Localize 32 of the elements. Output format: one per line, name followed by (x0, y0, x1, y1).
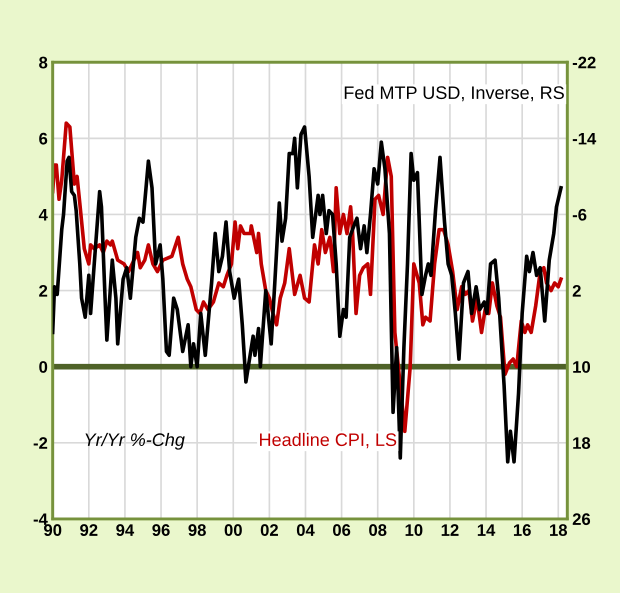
y2-tick-label: 10 (573, 361, 590, 373)
y-tick-label: 4 (38, 209, 48, 221)
y2-tick-label: 2 (572, 284, 581, 297)
x-tick-label: 10 (406, 524, 422, 536)
y-tick-label: 2 (39, 284, 48, 297)
y-tick-label: -4 (34, 513, 48, 525)
x-tick-label: 16 (514, 524, 531, 536)
x-tick-label: 06 (332, 524, 350, 536)
x-tick-label: 90 (44, 524, 62, 536)
y-tick-label: 0 (39, 361, 48, 373)
x-tick-label: 02 (260, 524, 278, 536)
y2-tick-label: -22 (572, 56, 596, 68)
y2-tick-label: 18 (573, 437, 590, 449)
y-tick-label: 6 (39, 132, 48, 145)
x-tick-label: 00 (224, 524, 242, 536)
y-tick-label: 8 (39, 56, 48, 68)
y2-tick-label: -14 (572, 132, 596, 144)
annotation: Yr/Yr %-Chg (85, 432, 185, 450)
x-tick-label: 14 (478, 524, 496, 536)
y2-tick-label: 26 (572, 513, 590, 526)
x-tick-label: 18 (550, 524, 568, 536)
x-tick-label: 96 (152, 524, 170, 536)
text: Fed MTP USD, Inverse, RS (344, 86, 564, 102)
x-tick-label: 08 (369, 524, 386, 536)
x-tick-label: 12 (442, 524, 459, 536)
y2-tick-label: -6 (572, 208, 586, 221)
x-tick-label: 98 (188, 524, 206, 536)
x-tick-label: 04 (296, 524, 315, 536)
x-tick-label: 92 (80, 524, 98, 536)
x-tick-label: 94 (116, 524, 134, 536)
y-tick-label: -2 (34, 437, 48, 449)
series-label: Headline CPI, LS (260, 432, 396, 448)
